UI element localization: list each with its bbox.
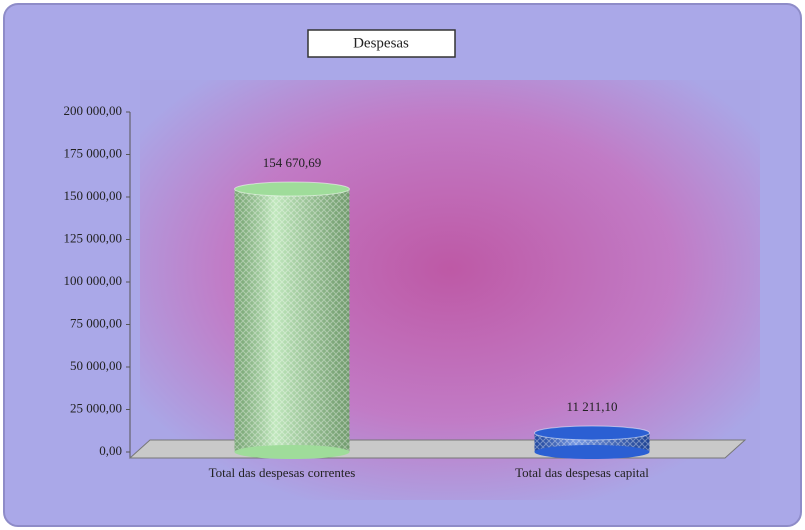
y-tick-label: 200 000,00 (64, 103, 123, 118)
y-tick-label: 150 000,00 (64, 188, 123, 203)
bar-bottom (234, 445, 350, 459)
y-tick-label: 100 000,00 (64, 273, 123, 288)
bar-hatch (234, 189, 350, 453)
y-tick-label: 75 000,00 (70, 315, 122, 330)
y-tick-label: 125 000,00 (64, 230, 123, 245)
y-tick-label: 0,00 (99, 443, 122, 458)
y-tick-label: 50 000,00 (70, 358, 122, 373)
plot-glow (140, 80, 760, 500)
x-tick-label: Total das despesas correntes (209, 465, 356, 480)
floor (128, 439, 747, 459)
bar-bottom (534, 445, 650, 459)
bar-top (234, 181, 350, 197)
chart-title: Despesas (353, 35, 409, 51)
bar-top (534, 425, 650, 441)
value-label: 11 211,10 (566, 399, 617, 414)
value-label: 154 670,69 (263, 155, 322, 170)
title-box (307, 29, 456, 58)
x-tick-label: Total das despesas capital (515, 465, 649, 480)
y-tick-label: 25 000,00 (70, 400, 122, 415)
y-tick-label: 175 000,00 (64, 145, 123, 160)
